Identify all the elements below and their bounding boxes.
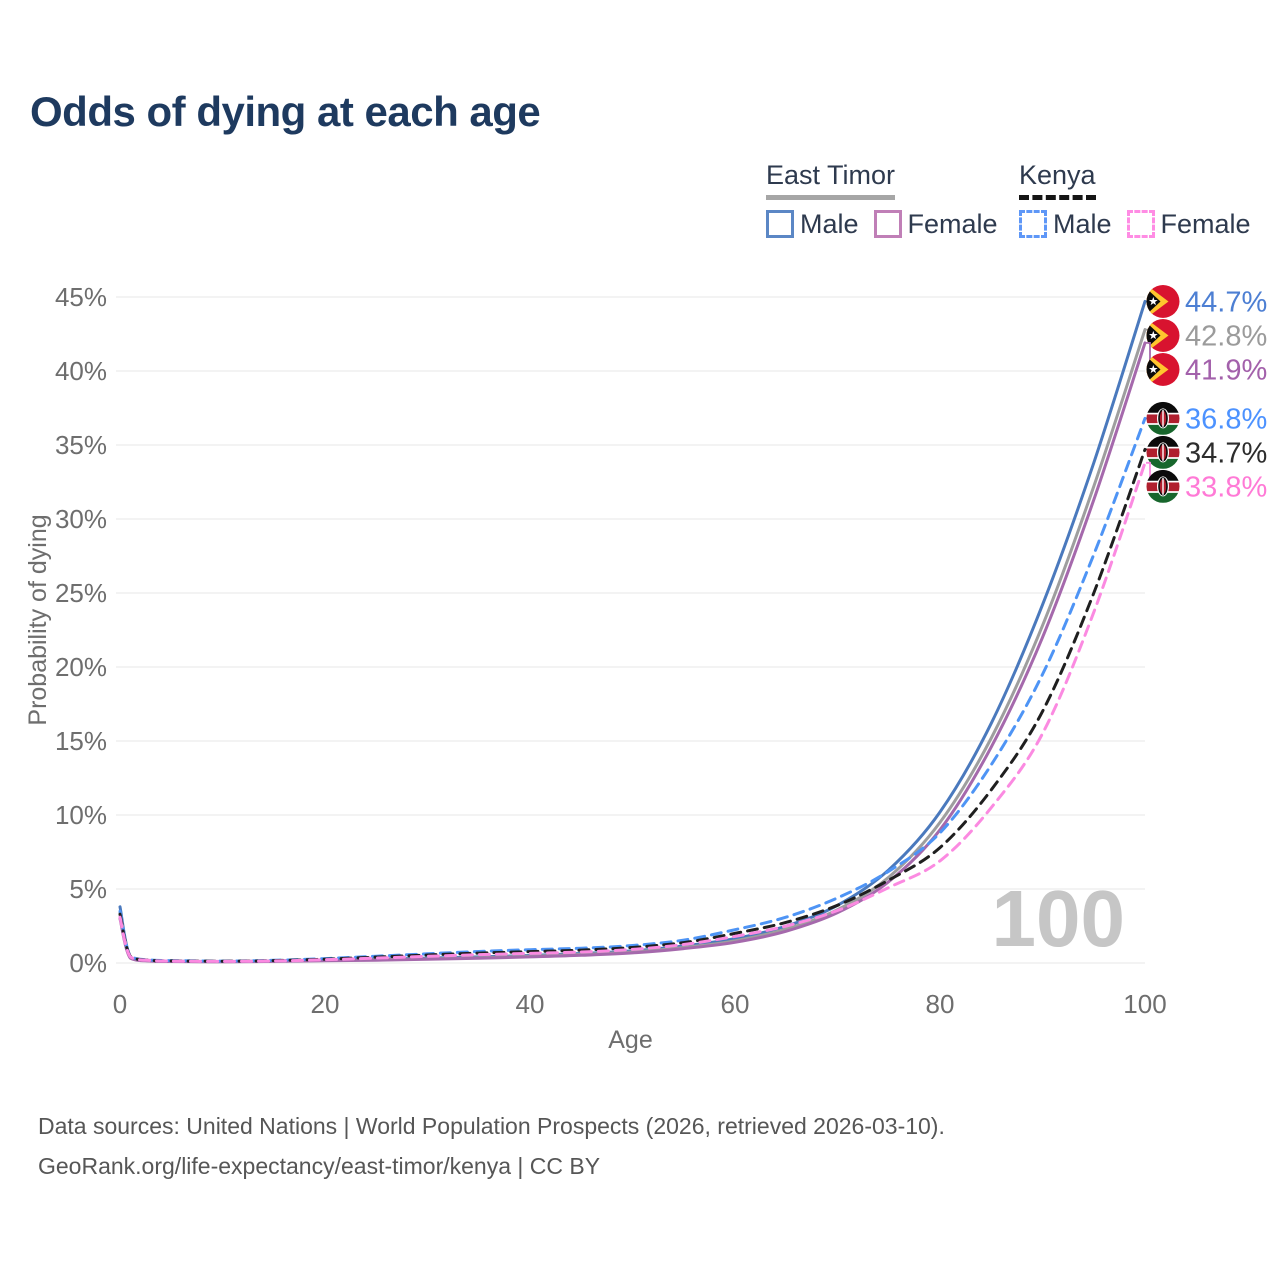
end-value-label-kenya-female: 33.8% [1185, 471, 1267, 503]
curve-kenya-female[interactable] [118, 461, 1147, 963]
legend-header-kenya[interactable]: Kenya [1019, 160, 1096, 200]
end-value-label-kenya-both-sexes: 34.7% [1185, 437, 1267, 469]
y-tick-label: 25% [55, 578, 107, 608]
y-tick-label: 30% [55, 504, 107, 534]
legend-item-label: Male [800, 209, 859, 239]
x-tick-label: 0 [113, 989, 127, 1019]
end-value-label-east-timor-female: 41.9% [1185, 354, 1267, 386]
y-tick-label: 40% [55, 356, 107, 386]
flag-kenya-icon [1146, 469, 1180, 503]
x-tick-label: 60 [721, 989, 750, 1019]
line-swatch-icon [1126, 210, 1155, 238]
line-swatch-icon [873, 210, 902, 238]
x-tick-label: 100 [1123, 989, 1166, 1019]
legend-item-east-timor-male[interactable]: Male [766, 209, 859, 239]
end-value-label-east-timor-both-sexes: 42.8% [1185, 320, 1267, 352]
y-tick-label: 15% [55, 726, 107, 756]
line-swatch-icon [1019, 210, 1047, 238]
curve-east-timor-both-sexes[interactable] [118, 328, 1147, 964]
line-swatch-icon [766, 210, 794, 238]
curve-east-timor-female[interactable] [118, 341, 1147, 964]
legend-item-label: Male [1053, 209, 1112, 239]
x-tick-label: 20 [311, 989, 340, 1019]
flag-east-timor-icon [1146, 318, 1180, 352]
curve-kenya-both-sexes[interactable] [118, 447, 1147, 963]
legend-item-kenya-female[interactable]: Female [1126, 209, 1251, 239]
flag-east-timor-icon [1146, 352, 1180, 386]
legend-group-east-timor: East Timor Male Female [766, 160, 998, 239]
y-tick-label: 10% [55, 800, 107, 830]
data-sources-line: Data sources: United Nations | World Pop… [38, 1113, 945, 1139]
legend-group-kenya: Kenya Male Female [1019, 160, 1251, 239]
legend-row-east-timor: Male Female [766, 209, 998, 239]
age-watermark: 100 [992, 874, 1125, 963]
x-tick-label: 40 [516, 989, 545, 1019]
legend-item-east-timor-female[interactable]: Female [873, 209, 998, 239]
legend-row-kenya: Male Female [1019, 209, 1251, 239]
attribution-line: GeoRank.org/life-expectancy/east-timor/k… [38, 1153, 601, 1179]
footer: Data sources: United Nations | World Pop… [38, 1106, 945, 1186]
legend-item-label: Female [907, 209, 998, 239]
x-tick-label: 80 [926, 989, 955, 1019]
legend-item-label: Female [1160, 209, 1251, 239]
y-tick-label: 20% [55, 652, 107, 682]
page-title: Odds of dying at each age [30, 88, 541, 135]
y-tick-label: 35% [55, 430, 107, 460]
y-tick-label: 0% [69, 948, 107, 978]
end-value-label-kenya-male: 36.8% [1185, 403, 1267, 435]
flag-kenya-icon [1146, 401, 1180, 435]
y-tick-label: 45% [55, 282, 107, 312]
legend-item-kenya-male[interactable]: Male [1019, 209, 1112, 239]
legend-header-east-timor[interactable]: East Timor [766, 160, 896, 200]
legend: East Timor Male Female Kenya Male [0, 160, 1280, 240]
flag-kenya-icon [1146, 435, 1180, 469]
curve-east-timor-male[interactable] [118, 299, 1147, 964]
x-axis-title: Age [608, 1026, 652, 1054]
y-tick-label: 5% [69, 874, 107, 904]
end-value-label-east-timor-male: 44.7% [1185, 286, 1267, 318]
flag-east-timor-icon [1146, 284, 1180, 318]
y-axis-title: Probability of dying [24, 514, 52, 725]
